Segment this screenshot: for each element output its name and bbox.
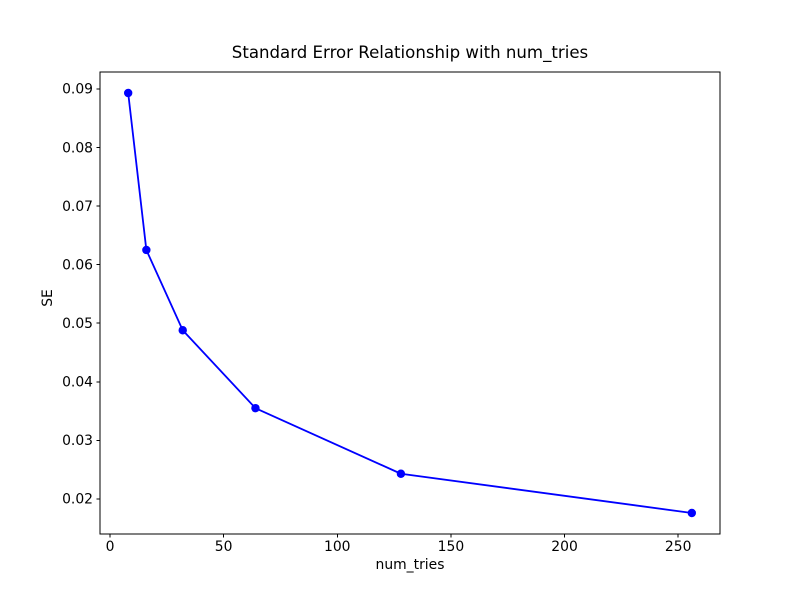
y-tick-label: 0.06: [62, 257, 93, 273]
y-tick-label: 0.05: [62, 316, 93, 332]
data-point-marker: [123, 88, 133, 98]
x-tick-label: 150: [438, 539, 465, 555]
y-tick-label: 0.09: [62, 82, 93, 98]
data-point-marker: [142, 245, 151, 255]
data-line: [127, 92, 693, 514]
x-tick-label: 250: [665, 539, 692, 555]
y-tick-label: 0.04: [62, 375, 93, 391]
x-tick-label: 200: [551, 539, 578, 555]
data-point-marker: [178, 326, 187, 335]
y-tick-label: 0.02: [62, 492, 93, 508]
x-tick-label: 0: [106, 539, 115, 555]
axes-spines: [99, 71, 721, 535]
chart-title: Standard Error Relationship with num_tri…: [231, 43, 589, 62]
data-point-marker: [687, 508, 697, 518]
y-tick-label: 0.03: [62, 433, 93, 449]
y-tick-label: 0.07: [62, 199, 93, 215]
x-tick-label: 50: [215, 539, 233, 555]
x-tick-label: 100: [324, 539, 351, 555]
data-point-marker: [251, 403, 260, 413]
x-axis-label: num_tries: [375, 557, 445, 573]
y-tick-label: 0.08: [62, 140, 93, 156]
data-point-marker: [396, 469, 406, 478]
